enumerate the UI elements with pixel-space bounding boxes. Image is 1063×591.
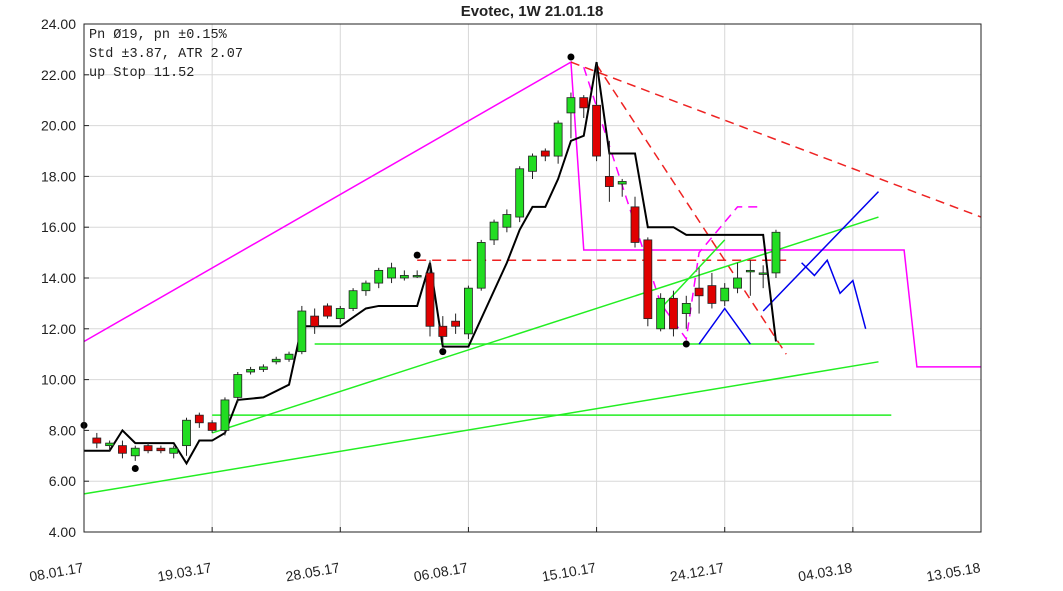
- candle-body: [553, 122, 563, 157]
- candle-body: [271, 358, 281, 363]
- candle-body: [310, 315, 320, 327]
- marker-dot: [131, 465, 139, 472]
- info-line: Std ±3.87, ATR 2.07: [89, 47, 243, 62]
- y-tick-label: 16.00: [41, 219, 76, 235]
- candle-body: [643, 239, 653, 320]
- candle-body: [297, 310, 307, 353]
- candle-body: [771, 231, 781, 274]
- y-tick-label: 4.00: [49, 524, 76, 540]
- candle-body: [182, 419, 191, 447]
- candle-body: [92, 437, 102, 444]
- candle-body: [233, 374, 243, 398]
- candle-body: [694, 287, 704, 297]
- candle-body: [617, 181, 627, 185]
- candle-body: [733, 277, 742, 289]
- y-tick-label: 24.00: [41, 16, 76, 32]
- candle-body: [720, 287, 730, 302]
- candle-body: [323, 305, 332, 317]
- overlay-line: [570, 61, 982, 218]
- y-tick-label: 12.00: [41, 321, 76, 337]
- candle-body: [130, 447, 140, 457]
- candle-body: [476, 242, 486, 289]
- overlay-line: [83, 361, 879, 495]
- y-tick-label: 6.00: [49, 473, 76, 489]
- chart-title: Evotec, 1W 21.01.18: [461, 3, 604, 20]
- overlay-line: [83, 60, 981, 368]
- marker-dot: [567, 53, 575, 61]
- marker-dot: [682, 340, 690, 348]
- y-tick-label: 18.00: [41, 168, 76, 184]
- overlay-line: [211, 216, 879, 434]
- candle-body: [220, 399, 230, 431]
- y-tick-label: 20.00: [41, 118, 76, 134]
- x-tick-label: 19.03.17: [156, 559, 213, 584]
- x-tick-label: 08.01.17: [28, 559, 85, 584]
- candle-body: [246, 369, 255, 373]
- candle-body: [528, 155, 537, 172]
- candle-body: [194, 414, 204, 424]
- y-tick-label: 10.00: [41, 372, 76, 388]
- candle-body: [464, 287, 473, 335]
- candle-body: [540, 150, 550, 157]
- candle-body: [745, 269, 755, 273]
- candle-body: [656, 297, 666, 330]
- x-tick-label: 04.03.18: [797, 559, 854, 584]
- candle-body: [489, 221, 499, 241]
- candle-body: [566, 97, 576, 114]
- marker-dot: [439, 348, 447, 356]
- candle-body: [451, 320, 461, 327]
- candle-body: [425, 272, 435, 327]
- x-tick-label: 06.08.17: [412, 559, 469, 584]
- candle-body: [156, 447, 166, 452]
- candle-body: [387, 267, 396, 279]
- x-tick-label: 28.05.17: [284, 559, 341, 584]
- candle-body: [604, 175, 614, 187]
- overlay-line: [84, 61, 777, 466]
- candle-body: [258, 366, 268, 370]
- overlay-line: [595, 64, 787, 355]
- overlay-line: [762, 191, 880, 312]
- x-tick-label: 15.10.17: [541, 559, 598, 584]
- candle-body: [758, 272, 768, 275]
- overlay-line: [698, 307, 751, 345]
- plot-frame: [83, 23, 982, 533]
- candle-body: [515, 168, 525, 218]
- y-tick-label: 8.00: [49, 422, 76, 438]
- candle-body: [207, 422, 217, 431]
- candles: [80, 53, 781, 472]
- candle-body: [707, 285, 717, 304]
- candle-body: [348, 290, 358, 309]
- y-tick-label: 14.00: [41, 270, 76, 286]
- candle-body: [502, 214, 512, 228]
- marker-dot: [413, 251, 421, 259]
- candle-body: [169, 447, 179, 454]
- candle-body: [681, 302, 691, 314]
- candle-body: [412, 275, 422, 278]
- candle-body: [118, 445, 127, 454]
- overlay-line: [583, 66, 764, 341]
- candle-body: [399, 275, 409, 279]
- candle-body: [105, 442, 115, 447]
- candle-body: [630, 206, 640, 243]
- candle-body: [361, 282, 371, 292]
- candle-body: [335, 308, 345, 320]
- candle-body: [143, 445, 153, 452]
- x-tick-label: 24.12.17: [669, 559, 726, 584]
- candle-body: [438, 325, 448, 337]
- x-tick-label: 13.05.18: [925, 559, 982, 584]
- candle-body: [579, 97, 589, 109]
- candle-body: [669, 297, 678, 330]
- candle-body: [284, 353, 294, 360]
- candle-body: [374, 269, 384, 284]
- info-line: up Stop 11.52: [89, 66, 194, 81]
- info-line: Pn Ø19, pn ±0.15%: [89, 28, 228, 43]
- y-tick-label: 22.00: [41, 67, 76, 83]
- overlay-line: [660, 239, 726, 309]
- overlay-line: [801, 258, 867, 329]
- grid: [83, 23, 982, 533]
- candle-body: [592, 104, 601, 157]
